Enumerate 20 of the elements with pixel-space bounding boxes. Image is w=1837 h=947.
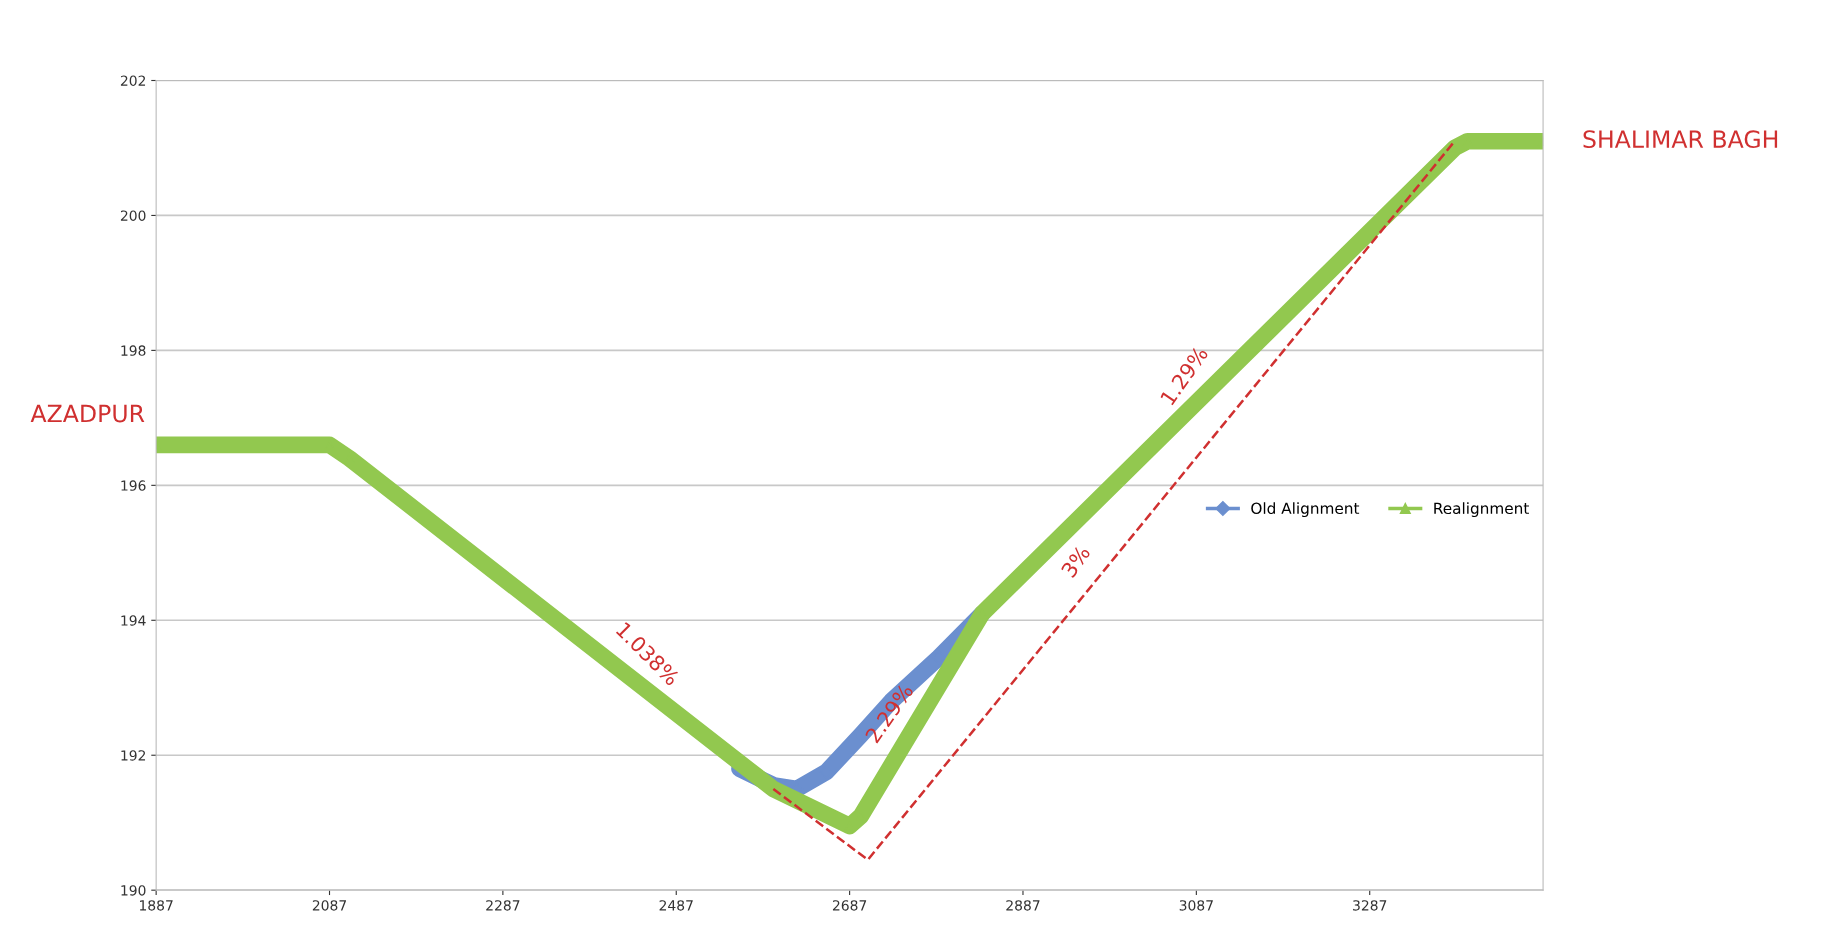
y-tick-label: 192 [121, 750, 146, 761]
x-tick-label: 1887 [140, 900, 173, 911]
annotation: AZADPUR [30, 404, 145, 423]
legend-label: Realignment [1434, 502, 1529, 518]
x-tick-label: 2287 [486, 900, 520, 911]
annotation: SHALIMAR BAGH [1583, 130, 1778, 149]
y-tick-label: 194 [121, 615, 146, 626]
y-tick-label: 190 [121, 885, 146, 896]
x-tick-label: 3287 [1353, 900, 1387, 911]
legend-label: Old Alignment [1251, 502, 1360, 518]
x-tick-label: 2887 [1006, 900, 1040, 911]
x-tick-label: 2087 [312, 900, 346, 911]
x-tick-label: 2487 [659, 900, 693, 911]
x-tick-label: 2687 [832, 900, 867, 911]
x-tick-label: 3087 [1179, 900, 1213, 911]
y-tick-label: 202 [120, 75, 146, 86]
y-tick-label: 196 [121, 480, 146, 491]
y-tick-label: 198 [121, 345, 146, 356]
annotation: 3% [1060, 544, 1091, 579]
y-tick-label: 200 [120, 210, 146, 221]
